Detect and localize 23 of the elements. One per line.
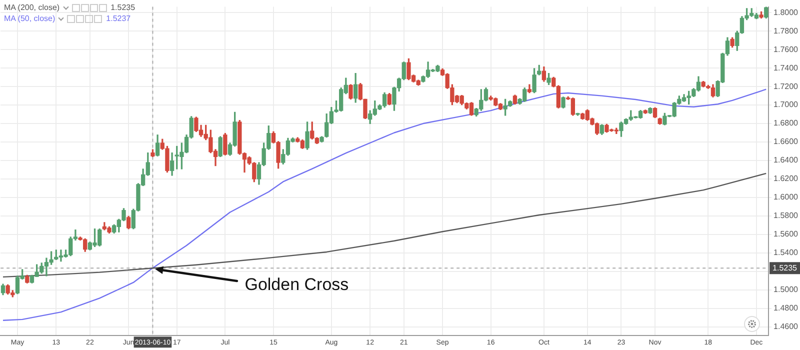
y-tick-label: 1.7800 — [774, 26, 799, 36]
y-tick-label: 1.6200 — [774, 174, 799, 184]
ref-line-label: 1.5235 — [772, 263, 798, 272]
y-tick-label: 1.5400 — [774, 248, 799, 258]
y-tick-label: 1.7400 — [774, 63, 799, 72]
annotation: 1.5237 — [106, 13, 131, 24]
y-tick-label: 1.6600 — [774, 137, 799, 146]
y-tick-label: 1.5000 — [774, 285, 799, 294]
y-tick-label: 1.8000 — [774, 8, 799, 17]
y-tick-label: 1.6000 — [774, 192, 799, 202]
y-tick-label: 1.6400 — [774, 156, 799, 165]
annotation: Golden Cross — [244, 274, 349, 294]
y-tick-label: 1.5600 — [774, 230, 799, 239]
y-tick-label: 1.6800 — [774, 118, 799, 128]
text: MA (200, close) — [4, 2, 60, 13]
y-tick-label: 1.4600 — [774, 322, 799, 332]
y-tick-label: 1.7200 — [774, 82, 799, 91]
y-tick-label: 1.7000 — [774, 100, 799, 110]
y-tick-label: 1.5800 — [774, 211, 799, 220]
annotation: 1.5235 — [110, 2, 136, 13]
y-tick-label: 1.4800 — [774, 304, 799, 313]
y-tick-label: 1.7600 — [774, 44, 799, 54]
text: MA (50, close) — [4, 13, 56, 24]
